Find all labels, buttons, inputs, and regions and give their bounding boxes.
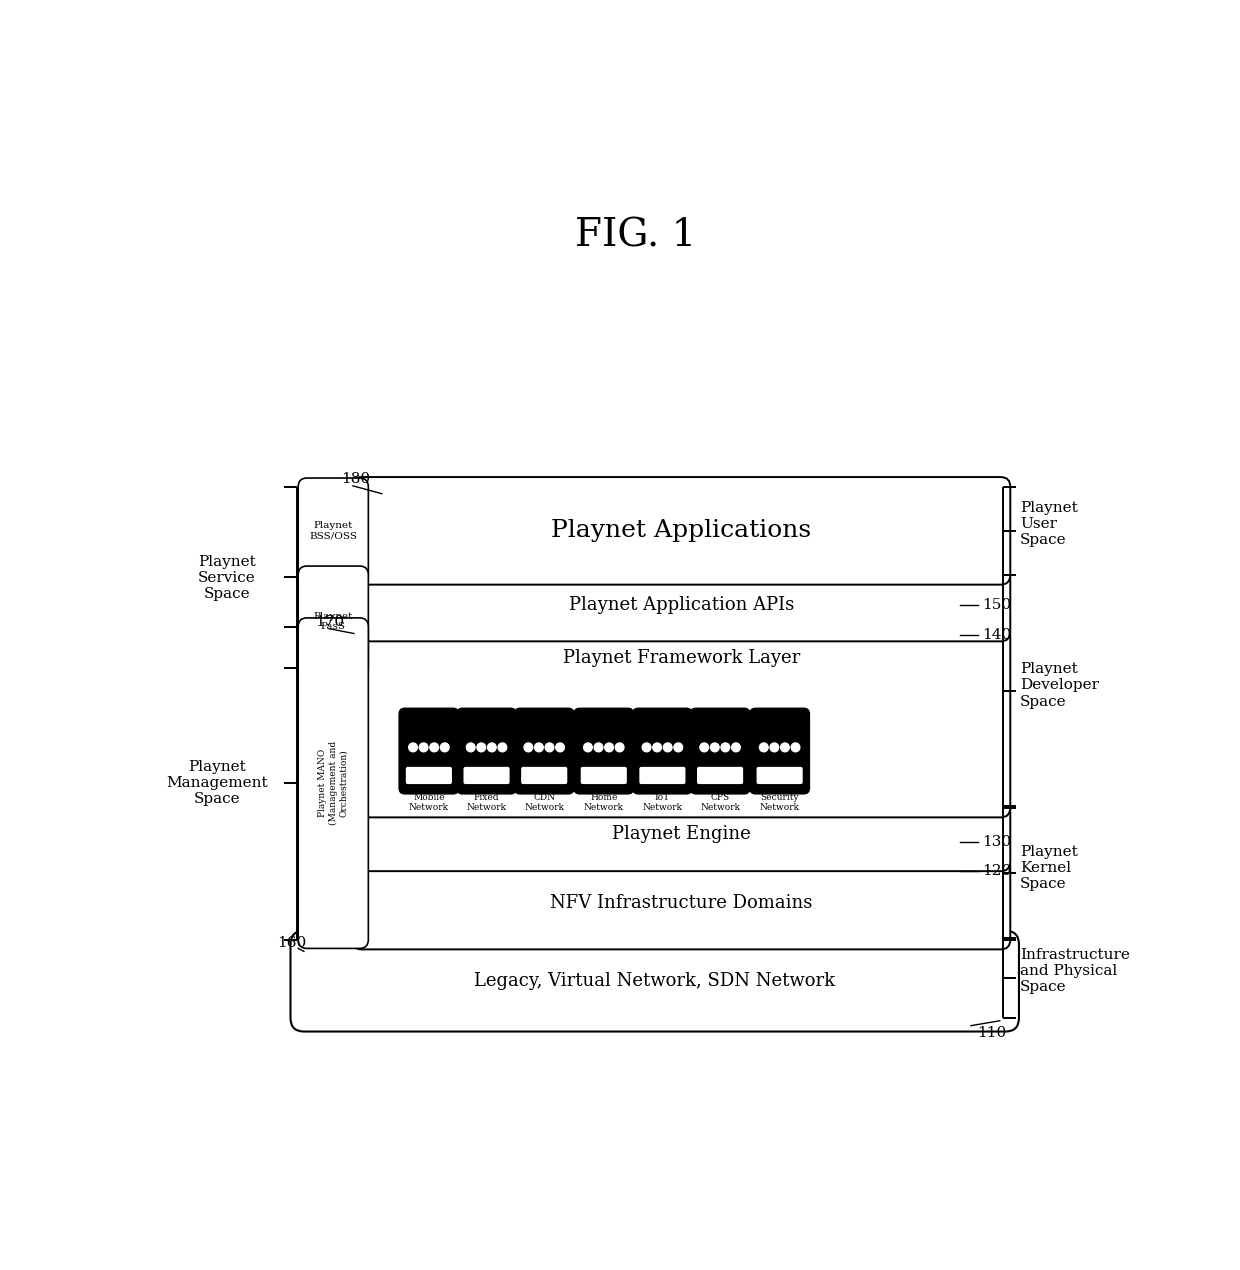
FancyBboxPatch shape: [399, 709, 459, 794]
FancyBboxPatch shape: [697, 767, 743, 784]
Circle shape: [675, 743, 682, 752]
Text: Playnet
PasS: Playnet PasS: [314, 612, 353, 631]
Circle shape: [430, 743, 439, 752]
Text: IoT
Network: IoT Network: [642, 792, 682, 813]
FancyBboxPatch shape: [640, 767, 686, 784]
FancyBboxPatch shape: [756, 767, 802, 784]
Circle shape: [534, 743, 543, 752]
Text: FIG. 1: FIG. 1: [575, 217, 696, 254]
FancyBboxPatch shape: [290, 931, 1019, 1031]
FancyBboxPatch shape: [521, 767, 567, 784]
Circle shape: [546, 743, 554, 752]
Text: Infrastructure
and Physical
Space: Infrastructure and Physical Space: [1019, 947, 1130, 994]
Circle shape: [556, 743, 564, 752]
Circle shape: [642, 743, 651, 752]
Text: 160: 160: [277, 936, 306, 950]
Text: Playnet
Developer
Space: Playnet Developer Space: [1019, 662, 1099, 709]
Text: Security
Network: Security Network: [760, 792, 800, 813]
FancyBboxPatch shape: [750, 709, 810, 794]
FancyBboxPatch shape: [352, 798, 1011, 871]
Circle shape: [652, 743, 661, 752]
Text: Playnet Framework Layer: Playnet Framework Layer: [563, 649, 800, 667]
Text: Home
Network: Home Network: [584, 792, 624, 813]
Text: Playnet
User
Space: Playnet User Space: [1019, 500, 1078, 547]
FancyBboxPatch shape: [515, 709, 574, 794]
Text: 150: 150: [982, 598, 1012, 612]
Text: Playnet
Service
Space: Playnet Service Space: [198, 555, 255, 601]
FancyBboxPatch shape: [352, 856, 1011, 950]
Text: CDN
Network: CDN Network: [525, 792, 564, 813]
Circle shape: [732, 743, 740, 752]
Text: Legacy, Virtual Network, SDN Network: Legacy, Virtual Network, SDN Network: [474, 972, 836, 991]
Text: CPS
Network: CPS Network: [701, 792, 740, 813]
Text: 110: 110: [977, 1025, 1006, 1040]
Text: 140: 140: [982, 627, 1012, 641]
Text: Playnet
BSS/OSS: Playnet BSS/OSS: [309, 521, 357, 541]
Text: 170: 170: [315, 615, 345, 629]
Circle shape: [594, 743, 603, 752]
Text: Playnet
Management
Space: Playnet Management Space: [166, 759, 268, 806]
Circle shape: [720, 743, 729, 752]
Circle shape: [711, 743, 719, 752]
Text: Playnet Engine: Playnet Engine: [611, 826, 750, 843]
FancyBboxPatch shape: [298, 478, 368, 584]
Text: Playnet Application APIs: Playnet Application APIs: [568, 596, 794, 613]
Circle shape: [440, 743, 449, 752]
Circle shape: [584, 743, 593, 752]
Circle shape: [770, 743, 779, 752]
FancyBboxPatch shape: [405, 767, 451, 784]
FancyBboxPatch shape: [456, 709, 516, 794]
Text: 130: 130: [982, 834, 1012, 848]
Circle shape: [498, 743, 507, 752]
FancyBboxPatch shape: [464, 767, 510, 784]
Circle shape: [419, 743, 428, 752]
Circle shape: [791, 743, 800, 752]
Circle shape: [409, 743, 418, 752]
Text: 180: 180: [341, 472, 371, 486]
Text: NFV Infrastructure Domains: NFV Infrastructure Domains: [551, 894, 812, 912]
FancyBboxPatch shape: [580, 767, 627, 784]
FancyBboxPatch shape: [691, 709, 750, 794]
Circle shape: [663, 743, 672, 752]
Text: Fixed
Network: Fixed Network: [466, 792, 507, 813]
FancyBboxPatch shape: [574, 709, 634, 794]
FancyBboxPatch shape: [352, 478, 1011, 584]
FancyBboxPatch shape: [352, 626, 1011, 818]
FancyBboxPatch shape: [632, 709, 692, 794]
FancyBboxPatch shape: [298, 566, 368, 677]
Text: 120: 120: [982, 864, 1012, 878]
Text: Playnet MANO
(Management and
Orchestration): Playnet MANO (Management and Orchestrati…: [319, 742, 348, 826]
Circle shape: [466, 743, 475, 752]
Circle shape: [781, 743, 789, 752]
Circle shape: [605, 743, 614, 752]
Text: Mobile
Network: Mobile Network: [409, 792, 449, 813]
FancyBboxPatch shape: [298, 618, 368, 949]
Circle shape: [615, 743, 624, 752]
Circle shape: [525, 743, 533, 752]
Circle shape: [487, 743, 496, 752]
Text: Playnet Applications: Playnet Applications: [551, 519, 811, 542]
Circle shape: [759, 743, 768, 752]
Circle shape: [477, 743, 486, 752]
Text: Playnet
Kernel
Space: Playnet Kernel Space: [1019, 845, 1078, 892]
FancyBboxPatch shape: [352, 568, 1011, 641]
Circle shape: [699, 743, 708, 752]
